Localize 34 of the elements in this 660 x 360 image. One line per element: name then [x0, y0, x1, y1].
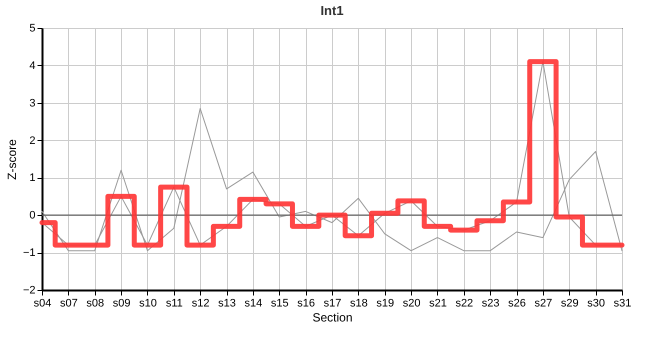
- y-tick-label: 2: [29, 134, 36, 147]
- x-tick-label: s07: [60, 298, 78, 310]
- x-tick-label: s19: [376, 298, 394, 310]
- x-tick-label: s14: [244, 298, 262, 310]
- x-tick-label: s17: [324, 298, 342, 310]
- x-tick-label: s08: [86, 298, 104, 310]
- x-axis-title: Section: [312, 310, 353, 324]
- x-tick-label: s26: [508, 298, 526, 310]
- x-tick-label: s29: [560, 298, 579, 310]
- y-tick-label: 5: [29, 22, 36, 34]
- x-tick-label: s31: [614, 298, 632, 310]
- x-tick-label: s11: [166, 298, 183, 310]
- y-axis-title: Z-score: [4, 138, 19, 180]
- x-tick-label: s18: [350, 298, 368, 310]
- chart-title: Int1: [320, 3, 344, 18]
- y-tick-label: −1: [22, 247, 36, 260]
- x-tick-label: s12: [192, 298, 210, 310]
- y-tick-label: −2: [22, 284, 36, 296]
- x-tick-label: s13: [218, 298, 236, 310]
- x-tick-label: s20: [402, 298, 420, 310]
- x-tick-label: s15: [270, 298, 289, 310]
- y-tick-label: 0: [29, 210, 36, 222]
- x-tick-label: s22: [455, 298, 474, 310]
- x-tick-label: s30: [587, 298, 606, 310]
- x-tick-label: s27: [534, 298, 552, 310]
- x-tick-label: s10: [139, 298, 157, 310]
- y-tick-label: 4: [29, 60, 36, 72]
- x-tick-label: s16: [297, 298, 316, 310]
- x-tick-label: s21: [429, 298, 447, 310]
- x-tick-label: s04: [34, 298, 52, 310]
- x-tick-label: s23: [482, 298, 500, 310]
- y-tick-label: 1: [29, 172, 36, 184]
- x-tick-label: s09: [112, 298, 130, 310]
- y-tick-label: 3: [29, 97, 36, 110]
